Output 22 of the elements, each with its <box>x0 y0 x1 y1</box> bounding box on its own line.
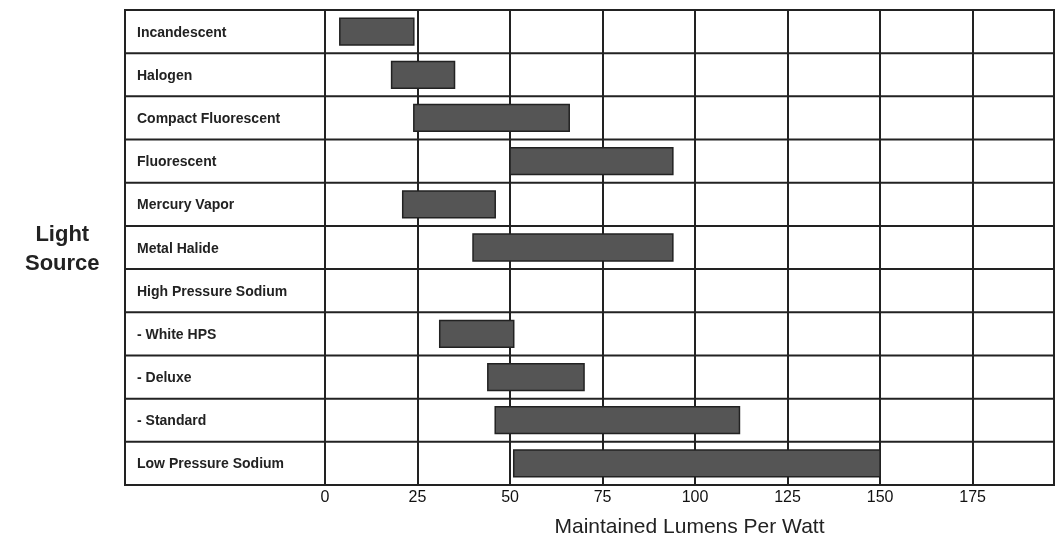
x-tick-label: 25 <box>408 488 427 505</box>
bar <box>339 17 415 46</box>
x-tick-label: 100 <box>681 488 709 505</box>
x-tick-label: 150 <box>866 488 894 505</box>
x-tick-label: 50 <box>501 488 520 505</box>
x-axis-title: Maintained Lumens Per Watt <box>554 514 825 538</box>
y-tick-label: High Pressure Sodium <box>137 283 288 299</box>
y-tick-label: Incandescent <box>137 24 227 40</box>
x-tick-label: 175 <box>959 488 987 505</box>
x-tick-label: 75 <box>593 488 612 505</box>
y-tick-label: Low Pressure Sodium <box>137 455 285 471</box>
y-tick-label: Fluorescent <box>137 153 217 169</box>
y-tick-label: - Standard <box>137 412 207 428</box>
y-tick-label: - Deluxe <box>137 369 192 385</box>
y-tick-label: - White HPS <box>137 326 217 342</box>
y-tick-label: Metal Halide <box>137 240 219 256</box>
y-axis-title: Light Source <box>25 221 100 275</box>
x-tick-label: 125 <box>774 488 802 505</box>
y-tick-label: Halogen <box>137 67 193 83</box>
y-tick-label: Mercury Vapor <box>137 196 235 212</box>
x-tick-label: 0 <box>320 488 330 505</box>
y-tick-label: Compact Fluorescent <box>137 110 281 126</box>
